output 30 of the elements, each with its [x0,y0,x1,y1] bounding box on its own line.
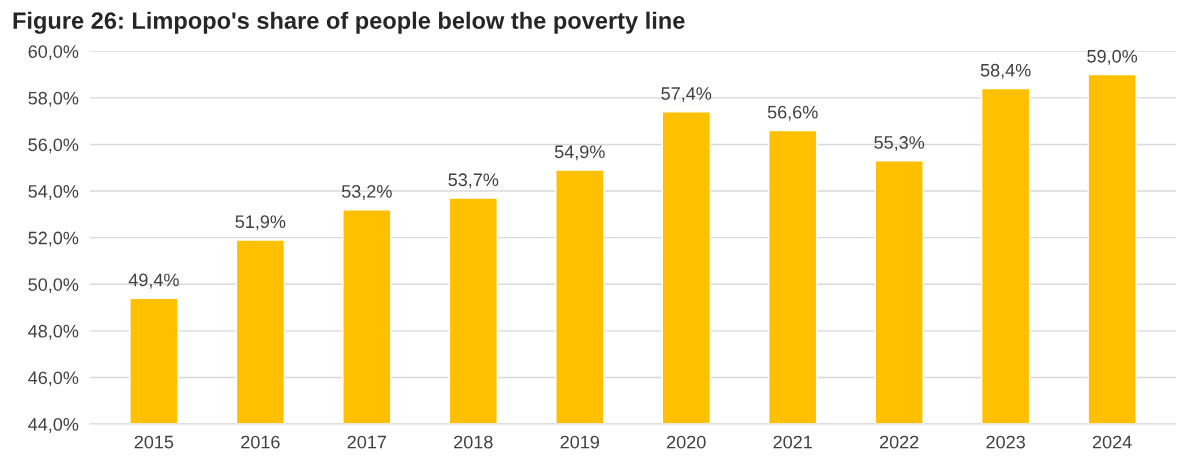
data-label: 51,9% [235,215,286,231]
y-tick-label: 50,0% [28,278,79,294]
y-tick-label: 48,0% [28,324,79,340]
data-label: 53,7% [448,173,499,189]
y-tick-label: 44,0% [28,417,79,433]
x-tick-label: 2021 [773,435,812,449]
x-tick-label: 2016 [241,435,280,449]
x-tick-label: 2018 [454,435,493,449]
x-tick-label: 2020 [667,435,706,449]
data-label: 56,6% [767,105,818,121]
chart-title: Figure 26: Limpopo's share of people below the poverty line [13,11,685,34]
x-tick-label: 2017 [347,435,386,449]
x-tick-label: 2022 [880,435,919,449]
y-tick-label: 60,0% [28,45,79,61]
data-label: 58,4% [980,63,1031,79]
data-label: 53,2% [341,185,392,200]
data-label: 49,4% [128,273,179,289]
y-tick-label: 56,0% [28,138,79,154]
y-tick-label: 54,0% [28,184,79,200]
x-tick-label: 2023 [986,435,1025,449]
x-tick-label: 2019 [560,435,599,449]
data-label: 54,9% [554,145,605,161]
data-label: 57,4% [661,87,712,103]
y-tick-label: 46,0% [28,371,79,387]
x-tick-label: 2024 [1092,435,1132,449]
data-label: 59,0% [1087,49,1138,65]
x-tick-label: 2015 [134,435,174,449]
y-tick-label: 52,0% [28,231,79,247]
y-tick-label: 58,0% [28,91,79,107]
data-label: 55,3% [874,136,925,151]
